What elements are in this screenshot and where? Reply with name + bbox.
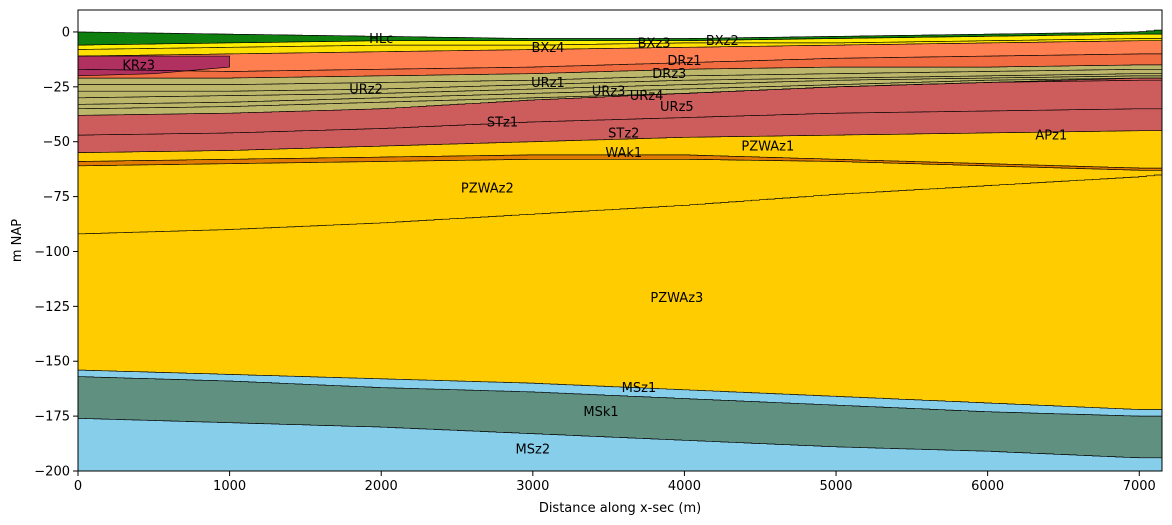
urz-subline-2 — [78, 75, 1162, 99]
unit-label-krz3: KRz3 — [122, 58, 155, 73]
x-tick-label: 7000 — [1123, 479, 1156, 494]
boundary-line-13 — [78, 376, 1162, 417]
y-tick-label: −150 — [34, 355, 70, 370]
unit-label-drz1: DRz1 — [667, 54, 701, 69]
layer-drz3 — [78, 53, 1162, 79]
layer-wak1 — [78, 154, 1162, 171]
axis-ticks: 0 1000 2000 3000 4000 5000 6000 7000 0 −25 −50 −75 −… — [34, 25, 1156, 494]
unit-label-wak1: WAk1 — [605, 146, 642, 161]
boundary-line-4 — [78, 53, 1162, 72]
y-tick-label: −175 — [34, 410, 70, 425]
unit-label-pzwaz2: PZWAz2 — [461, 181, 514, 196]
y-tick-label: 0 — [62, 25, 70, 40]
unit-label-drz3: DRz3 — [652, 67, 686, 82]
x-tick-label: 4000 — [668, 479, 701, 494]
y-tick-label: −125 — [34, 300, 70, 315]
unit-label-urz3: URz3 — [592, 85, 626, 100]
x-tick-label: 2000 — [365, 479, 398, 494]
boundary-line-2 — [78, 38, 1162, 50]
boundary-line-3 — [78, 40, 1162, 57]
unit-label-pzwaz1: PZWAz1 — [741, 140, 794, 155]
x-tick-label: 1000 — [213, 479, 246, 494]
boundary-line-10 — [78, 158, 1162, 171]
layer-bxz4 — [78, 38, 1162, 56]
unit-label-urz5: URz5 — [660, 100, 694, 115]
y-tick-label: −50 — [43, 135, 70, 150]
urz-subline-3 — [78, 77, 1162, 105]
unit-label-urz4: URz4 — [630, 89, 664, 104]
unit-label-msz2: MSz2 — [516, 443, 551, 458]
layer-drz1 — [78, 40, 1162, 72]
x-axis-title: Distance along x-sec (m) — [539, 501, 701, 516]
unit-label-stz1: STz1 — [487, 115, 518, 130]
layer-msz1 — [78, 370, 1162, 417]
boundary-line-0 — [78, 29, 1162, 39]
urz-subline-4 — [78, 79, 1162, 110]
layer-msk1 — [78, 376, 1162, 458]
y-tick-label: −100 — [34, 245, 70, 260]
urz-subline-0 — [78, 68, 1162, 85]
unit-label-apz1: APz1 — [1035, 129, 1067, 144]
urz-subline-1 — [78, 73, 1162, 92]
unit-label-msk1: MSk1 — [583, 405, 618, 420]
layer-pzwaz1 — [78, 130, 1162, 169]
unit-label-urz2: URz2 — [349, 83, 383, 98]
x-tick-label: 5000 — [819, 479, 852, 494]
boundary-line-14 — [78, 418, 1162, 459]
layer-stz1 — [78, 78, 1162, 136]
unit-labels: HLc BXz4 BXz3 BXz2 DRz1 KRz3 DRz3 URz2 URz1 URz3 U… — [122, 32, 1067, 458]
boundary-line-12 — [78, 369, 1162, 410]
unit-label-pzwaz3: PZWAz3 — [650, 291, 703, 306]
unit-label-stz2: STz2 — [608, 126, 639, 141]
x-tick-label: 0 — [74, 479, 82, 494]
plot-frame — [77, 9, 1163, 472]
unit-label-urz1: URz1 — [531, 76, 565, 91]
boundary-line-5 — [78, 64, 1162, 79]
boundary-line-9 — [78, 154, 1162, 169]
unit-label-msz1: MSz1 — [622, 381, 657, 396]
boundary-line-1 — [78, 33, 1162, 46]
layer-msz2 — [78, 418, 1162, 471]
y-tick-label: −200 — [34, 465, 70, 480]
unit-label-bxz4: BXz4 — [532, 41, 565, 56]
layer-stz2 — [78, 108, 1162, 153]
boundary-line-11 — [78, 174, 1162, 235]
layer-pzwaz3 — [78, 175, 1162, 410]
y-tick-label: −25 — [43, 80, 70, 95]
y-axis-title: m NAP — [10, 219, 25, 262]
unit-label-hlc: HLc — [369, 32, 393, 47]
unit-label-bxz2: BXz2 — [706, 34, 739, 49]
boundary-line-8 — [78, 130, 1162, 153]
boundary-line-7 — [78, 108, 1162, 136]
layer-pzwaz2 — [78, 159, 1162, 234]
unit-label-bxz3: BXz3 — [638, 36, 671, 51]
x-tick-label: 6000 — [971, 479, 1004, 494]
x-tick-label: 3000 — [516, 479, 549, 494]
y-tick-label: −75 — [43, 190, 70, 205]
